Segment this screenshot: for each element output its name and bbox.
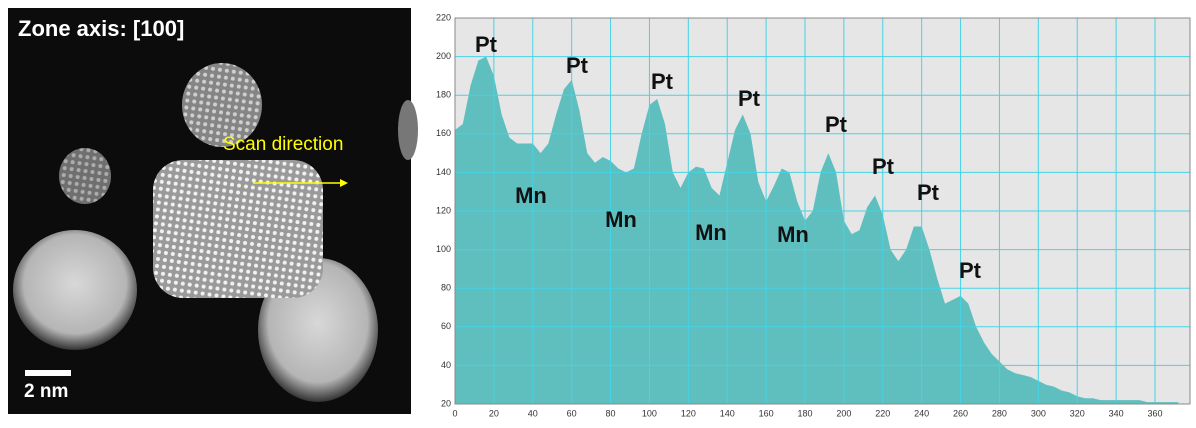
particle — [59, 148, 111, 204]
x-tick-label: 0 — [452, 408, 457, 418]
x-tick-label: 220 — [875, 408, 890, 418]
peak-label: Mn — [605, 207, 637, 232]
y-tick-label: 200 — [436, 51, 451, 61]
x-tick-label: 260 — [953, 408, 968, 418]
peak-label: Pt — [917, 180, 940, 205]
x-tick-label: 200 — [836, 408, 851, 418]
y-tick-label: 80 — [441, 283, 451, 293]
y-tick-label: 40 — [441, 360, 451, 370]
image-title: Zone axis: [100] — [18, 16, 184, 41]
y-tick-label: 100 — [436, 244, 451, 254]
peak-label: Pt — [651, 69, 674, 94]
y-tick-label: 20 — [441, 398, 451, 408]
x-tick-label: 240 — [914, 408, 929, 418]
y-tick-label: 220 — [436, 12, 451, 22]
x-tick-label: 320 — [1070, 408, 1085, 418]
peak-label: Mn — [515, 183, 547, 208]
x-tick-label: 340 — [1109, 408, 1124, 418]
scan-label: Scan direction — [223, 134, 343, 155]
particle — [398, 100, 418, 160]
x-tick-label: 280 — [992, 408, 1007, 418]
x-tick-label: 100 — [642, 408, 657, 418]
scale-label: 2 nm — [24, 381, 68, 402]
figure: Zone axis: [100] Scan direction 2 nm 020… — [0, 0, 1196, 423]
particle — [153, 160, 323, 298]
x-tick-label: 120 — [681, 408, 696, 418]
peak-label: Pt — [475, 32, 498, 57]
x-tick-label: 140 — [720, 408, 735, 418]
peak-label: Pt — [959, 258, 982, 283]
x-tick-label: 80 — [606, 408, 616, 418]
particle — [13, 230, 137, 350]
micrograph: Zone axis: [100] Scan direction 2 nm — [8, 8, 418, 414]
peak-label: Pt — [872, 154, 895, 179]
y-tick-label: 120 — [436, 205, 451, 215]
peak-label: Mn — [777, 222, 809, 247]
peak-label: Pt — [738, 86, 761, 111]
x-tick-label: 360 — [1147, 408, 1162, 418]
x-tick-label: 300 — [1031, 408, 1046, 418]
x-tick-label: 20 — [489, 408, 499, 418]
scale-bar — [25, 370, 71, 376]
peak-label: Pt — [825, 112, 848, 137]
x-tick-label: 40 — [528, 408, 538, 418]
y-tick-label: 160 — [436, 128, 451, 138]
peak-label: Mn — [695, 220, 727, 245]
y-tick-label: 180 — [436, 90, 451, 100]
y-tick-label: 60 — [441, 321, 451, 331]
x-tick-label: 180 — [797, 408, 812, 418]
y-tick-label: 140 — [436, 167, 451, 177]
page: {"image": {"title": "Zone axis: [100]", … — [0, 0, 1196, 423]
x-tick-label: 60 — [567, 408, 577, 418]
peak-label: Pt — [566, 53, 589, 78]
x-tick-label: 160 — [759, 408, 774, 418]
